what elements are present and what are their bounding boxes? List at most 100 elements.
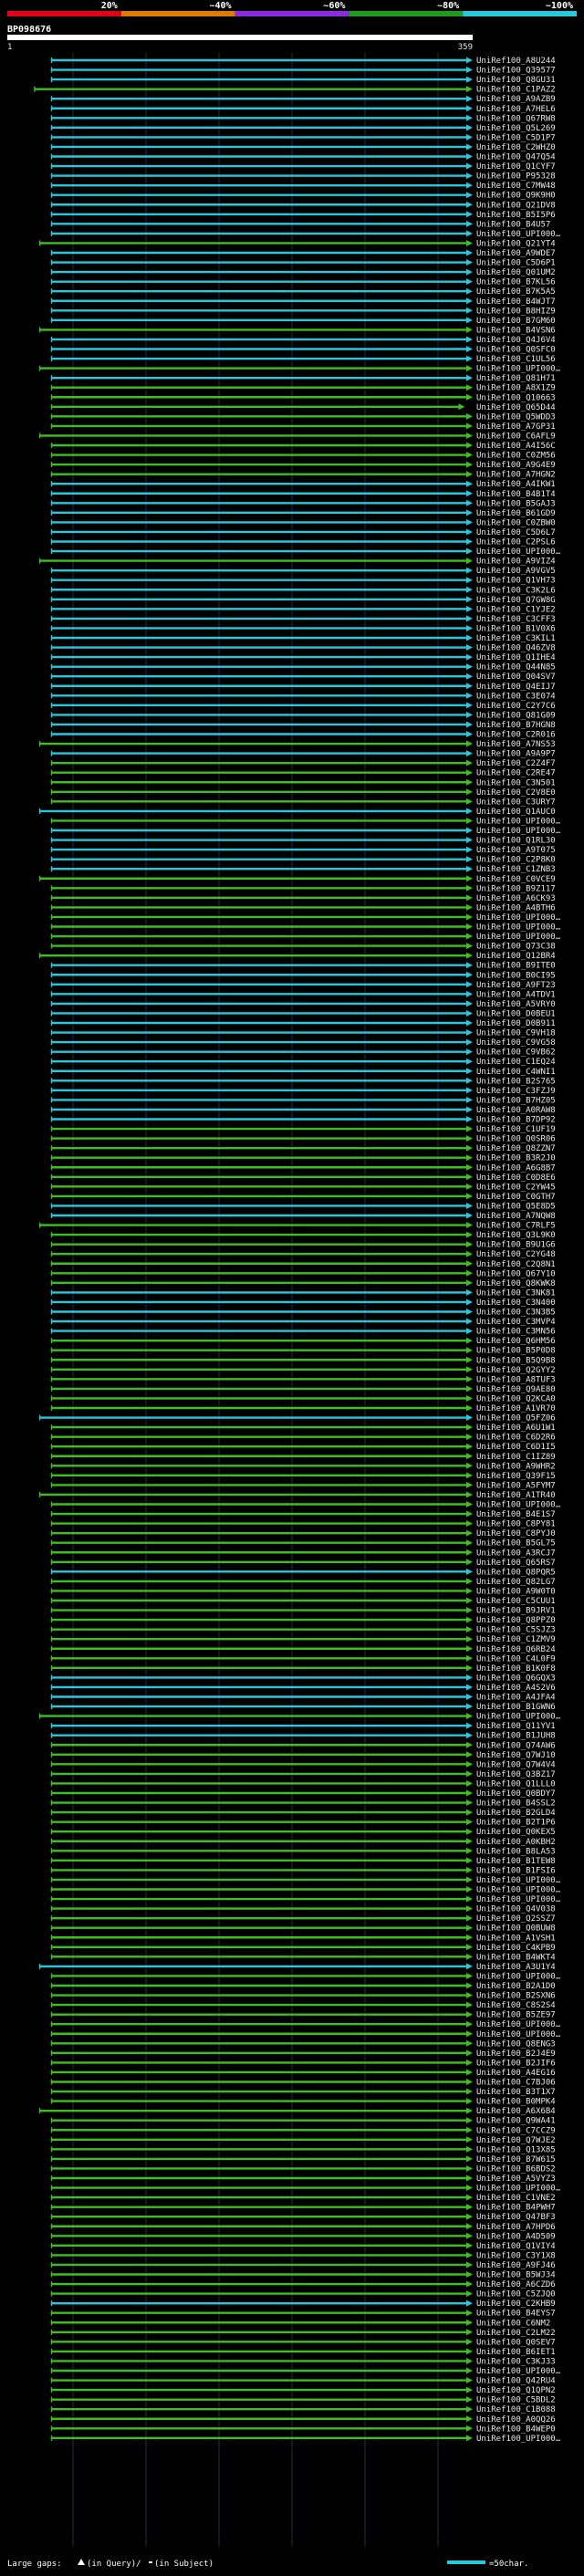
hit-row[interactable]: UniRef100_C3URY7 (50, 798, 556, 807)
hit-row[interactable]: UniRef100_B4E1S7 (50, 1510, 556, 1519)
hit-row[interactable]: UniRef100_B9U1G6 (50, 1241, 556, 1250)
hit-row[interactable]: UniRef100_UPI000… (38, 1713, 561, 1722)
hit-label[interactable]: UniRef100_B4WJT7 (476, 297, 556, 307)
hit-row[interactable]: UniRef100_Q1CYF7 (50, 162, 556, 172)
hit-label[interactable]: UniRef100_C9VG58 (476, 1038, 556, 1048)
hit-label[interactable]: UniRef100_Q7GW8G (476, 596, 556, 605)
hit-label[interactable]: UniRef100_Q1LLL0 (476, 1779, 556, 1789)
hit-label[interactable]: UniRef100_B7HZ05 (476, 1096, 556, 1105)
hit-label[interactable]: UniRef100_Q5L269 (476, 124, 556, 133)
hit-label[interactable]: UniRef100_C5D6P1 (476, 259, 556, 268)
hit-label[interactable]: UniRef100_B7GM60 (476, 317, 556, 326)
hit-label[interactable]: UniRef100_Q21YT4 (476, 239, 556, 248)
hit-row[interactable]: UniRef100_C5CUU1 (50, 1597, 556, 1606)
hit-label[interactable]: UniRef100_C2Q8N1 (476, 1260, 556, 1269)
hit-label[interactable]: UniRef100_A6X6B4 (476, 2107, 556, 2116)
hit-label[interactable]: UniRef100_Q1AUC0 (476, 808, 556, 817)
hit-row[interactable]: UniRef100_B8HIZ9 (50, 307, 556, 316)
hit-label[interactable]: UniRef100_C6D2R6 (476, 1434, 556, 1443)
hit-label[interactable]: UniRef100_UPI000… (476, 817, 561, 826)
hit-label[interactable]: UniRef100_B61GD9 (476, 509, 556, 518)
hit-row[interactable]: UniRef100_A3U1Y4 (38, 1963, 556, 1972)
hit-row[interactable]: UniRef100_A3RCJ7 (50, 1549, 556, 1558)
hit-row[interactable]: UniRef100_B5ZE97 (50, 2011, 556, 2020)
hit-label[interactable]: UniRef100_UPI000… (476, 1876, 561, 1885)
hit-row[interactable]: UniRef100_Q81H71 (50, 374, 556, 383)
hit-label[interactable]: UniRef100_C3E074 (476, 692, 556, 701)
hit-row[interactable]: UniRef100_UPI000… (50, 933, 561, 942)
hit-row[interactable]: UniRef100_C2LM22 (50, 2329, 556, 2338)
hit-label[interactable]: UniRef100_A9A9P7 (476, 750, 556, 759)
hit-label[interactable]: UniRef100_C2LM22 (476, 2329, 556, 2338)
hit-label[interactable]: UniRef100_D0B911 (476, 1019, 556, 1028)
hit-label[interactable]: UniRef100_Q2SSZ7 (476, 1914, 556, 1924)
hit-label[interactable]: UniRef100_A4TDV1 (476, 990, 556, 999)
hit-label[interactable]: UniRef100_Q21DV8 (476, 201, 556, 210)
hit-label[interactable]: UniRef100_C3KJ33 (476, 2357, 556, 2366)
hit-label[interactable]: UniRef100_C2PSL6 (476, 538, 556, 548)
hit-label[interactable]: UniRef100_UPI000… (476, 933, 561, 942)
hit-label[interactable]: UniRef100_A9WHR2 (476, 1462, 556, 1471)
hit-row[interactable]: UniRef100_C2P8K0 (50, 856, 556, 865)
hit-row[interactable]: UniRef100_Q9AE80 (50, 1385, 556, 1394)
hit-label[interactable]: UniRef100_Q39F15 (476, 1472, 556, 1481)
hit-label[interactable]: UniRef100_C3FZJ9 (476, 1087, 556, 1096)
hit-label[interactable]: UniRef100_A7HGN2 (476, 471, 556, 480)
hit-row[interactable]: UniRef100_C2Z4F7 (50, 759, 556, 768)
hit-row[interactable]: UniRef100_Q2SSZ7 (50, 1914, 556, 1924)
hit-row[interactable]: UniRef100_C6NM2 (50, 2319, 550, 2328)
hit-label[interactable]: UniRef100_A4D509 (476, 2232, 556, 2241)
hit-row[interactable]: UniRef100_Q8ZZN7 (50, 1144, 556, 1153)
hit-label[interactable]: UniRef100_Q8GU31 (476, 76, 556, 85)
hit-label[interactable]: UniRef100_C0D8E6 (476, 1173, 556, 1183)
hit-label[interactable]: UniRef100_B1K0F8 (476, 1664, 556, 1674)
hit-label[interactable]: UniRef100_Q0SEV7 (476, 2338, 556, 2347)
hit-row[interactable]: UniRef100_C4WNI1 (50, 1068, 556, 1077)
hit-row[interactable]: UniRef100_Q47Q54 (50, 153, 556, 162)
hit-row[interactable]: UniRef100_C9VH18 (50, 1029, 556, 1038)
hit-label[interactable]: UniRef100_UPI000… (476, 548, 561, 557)
hit-row[interactable]: UniRef100_Q1QPN2 (50, 2386, 556, 2395)
hit-label[interactable]: UniRef100_Q2GYY2 (476, 1366, 556, 1375)
hit-label[interactable]: UniRef100_C0GTH7 (476, 1193, 556, 1202)
hit-label[interactable]: UniRef100_C7RLF5 (476, 1222, 556, 1231)
hit-label[interactable]: UniRef100_B9U1G6 (476, 1241, 556, 1250)
hit-row[interactable]: UniRef100_B1GWN6 (50, 1703, 556, 1712)
hit-row[interactable]: UniRef100_A9G4E9 (50, 461, 556, 470)
hit-row[interactable]: UniRef100_Q5WDD3 (50, 412, 556, 422)
hit-label[interactable]: UniRef100_C3MVP4 (476, 1318, 556, 1327)
hit-label[interactable]: UniRef100_B0CI95 (476, 971, 556, 980)
hit-row[interactable]: UniRef100_C8PY81 (50, 1520, 556, 1529)
hit-label[interactable]: UniRef100_Q6HM56 (476, 1337, 556, 1346)
hit-label[interactable]: UniRef100_B6IET1 (476, 2348, 556, 2357)
hit-label[interactable]: UniRef100_B7K5A5 (476, 287, 556, 297)
hit-row[interactable]: UniRef100_Q1LLL0 (50, 1779, 556, 1789)
hit-label[interactable]: UniRef100_C3N501 (476, 778, 556, 787)
hit-label[interactable]: UniRef100_UPI000… (476, 1713, 561, 1722)
hit-row[interactable]: UniRef100_UPI000… (50, 2367, 561, 2376)
hit-label[interactable]: UniRef100_B3R2J0 (476, 1154, 556, 1163)
hit-row[interactable]: UniRef100_UPI000… (50, 817, 561, 826)
hit-row[interactable]: UniRef100_B1JUH8 (50, 1732, 556, 1741)
hit-label[interactable]: UniRef100_UPI000… (476, 1886, 561, 1895)
hit-label[interactable]: UniRef100_A7NS53 (476, 740, 556, 749)
hit-label[interactable]: UniRef100_A4EG16 (476, 2069, 556, 2078)
hit-label[interactable]: UniRef100_A4IKW1 (476, 480, 556, 489)
hit-row[interactable]: UniRef100_Q1VH73 (50, 577, 556, 586)
hit-row[interactable]: UniRef100_Q13X85 (50, 2145, 556, 2154)
hit-label[interactable]: UniRef100_C2WHZ0 (476, 143, 556, 152)
hit-row[interactable]: UniRef100_B9Z117 (50, 884, 556, 893)
hit-label[interactable]: UniRef100_Q5WDD3 (476, 412, 556, 422)
hit-row[interactable]: UniRef100_C2YG48 (50, 1250, 556, 1259)
hit-label[interactable]: UniRef100_Q74AW6 (476, 1741, 556, 1750)
hit-row[interactable]: UniRef100_C5D1P7 (50, 133, 556, 142)
hit-label[interactable]: UniRef100_C1UF19 (476, 1125, 556, 1134)
hit-row[interactable]: UniRef100_A9W0T0 (50, 1587, 556, 1596)
hit-label[interactable]: UniRef100_Q6GQX3 (476, 1674, 556, 1683)
hit-label[interactable]: UniRef100_UPI000… (476, 2030, 561, 2039)
hit-row[interactable]: UniRef100_B1TEW8 (50, 1857, 556, 1866)
hit-row[interactable]: UniRef100_B2JIF6 (50, 2059, 556, 2068)
hit-label[interactable]: UniRef100_A9T075 (476, 846, 556, 855)
hit-row[interactable]: UniRef100_C2RE47 (50, 769, 556, 778)
hit-label[interactable]: UniRef100_C2RE47 (476, 769, 556, 778)
